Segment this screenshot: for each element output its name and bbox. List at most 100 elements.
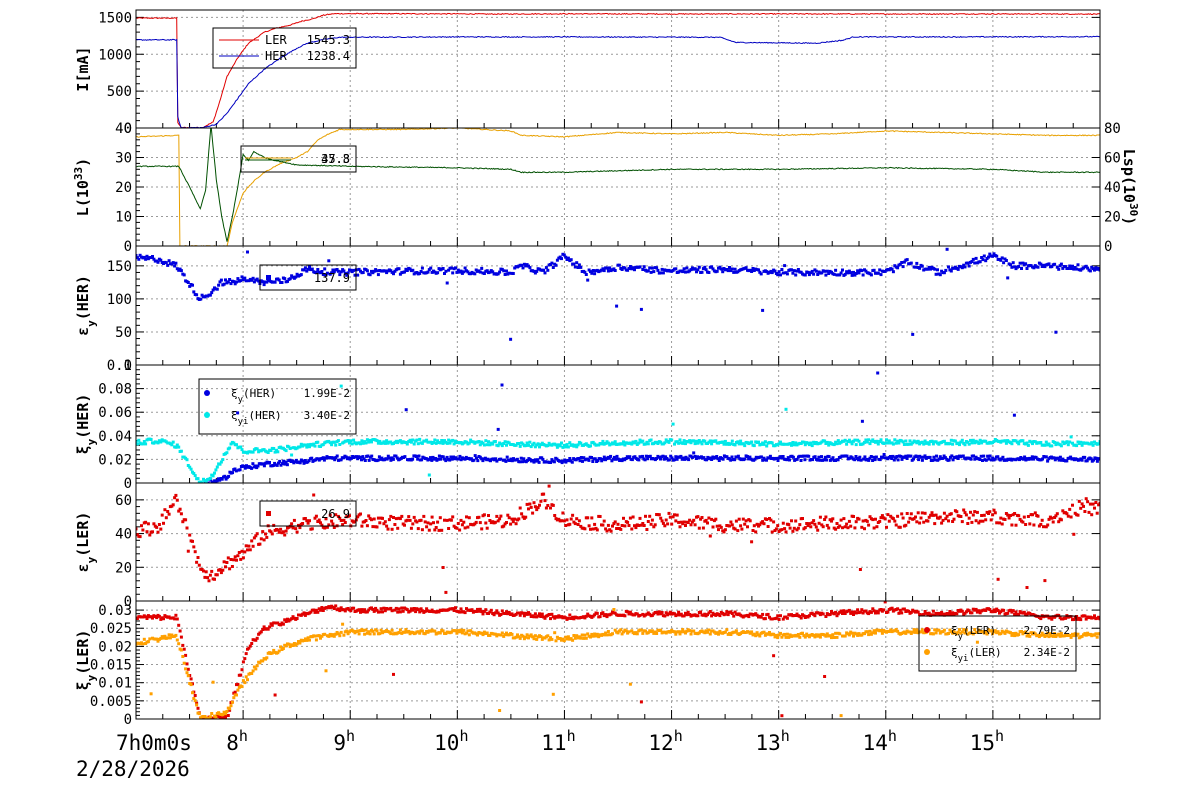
data-point — [750, 630, 754, 634]
data-point — [923, 454, 927, 458]
data-point — [648, 454, 652, 458]
data-point — [656, 612, 660, 616]
data-point — [166, 510, 170, 513]
data-point — [886, 441, 890, 445]
data-point — [858, 610, 862, 614]
data-point — [904, 454, 908, 458]
data-point — [137, 438, 141, 442]
data-point — [287, 642, 291, 646]
data-point — [268, 625, 272, 629]
y-tick-label: 30 — [115, 151, 132, 167]
data-point — [891, 270, 895, 274]
data-point — [179, 449, 183, 453]
data-point — [832, 636, 836, 639]
data-point — [905, 457, 909, 460]
data-point — [218, 568, 222, 572]
data-point — [889, 455, 892, 458]
data-point — [721, 270, 725, 274]
data-point — [728, 266, 731, 269]
data-point — [488, 270, 492, 274]
y-tick-label: 50 — [115, 325, 132, 341]
data-point — [137, 257, 141, 261]
data-point — [589, 635, 592, 639]
data-point — [719, 525, 723, 529]
data-point — [163, 634, 167, 638]
data-point — [331, 268, 335, 272]
data-point — [174, 613, 178, 617]
data-point — [578, 459, 582, 463]
data-point — [999, 258, 1003, 262]
data-point — [911, 630, 915, 634]
data-point — [659, 457, 662, 461]
legend-box — [918, 615, 1077, 672]
data-point — [991, 513, 995, 517]
data-point — [900, 512, 904, 516]
data-point — [576, 266, 580, 269]
data-point — [794, 273, 798, 277]
data-point — [641, 612, 645, 616]
data-point — [607, 456, 611, 460]
data-point — [918, 521, 922, 525]
data-point — [880, 631, 884, 635]
data-point — [926, 613, 930, 617]
data-point — [371, 629, 375, 633]
data-point — [495, 459, 499, 463]
data-point — [661, 271, 665, 275]
data-point — [650, 266, 654, 270]
data-point — [984, 609, 988, 612]
data-point — [416, 442, 420, 446]
legend-series-value: 3.40E-2 — [304, 409, 350, 422]
data-point — [1010, 442, 1014, 446]
data-point — [346, 632, 350, 636]
data-point — [186, 667, 190, 671]
data-point — [514, 522, 518, 526]
data-point — [208, 476, 212, 480]
data-point — [783, 442, 787, 446]
data-point — [628, 265, 632, 268]
data-point — [678, 438, 682, 442]
y-axis-label: ξy(HER) — [74, 394, 98, 455]
data-point — [1009, 608, 1012, 612]
data-point — [531, 511, 535, 515]
data-point — [790, 519, 793, 523]
series-line-her — [136, 35, 1100, 128]
data-point — [852, 270, 855, 274]
data-point — [561, 637, 565, 641]
data-point — [1044, 525, 1048, 529]
data-point — [980, 514, 984, 517]
data-point — [372, 609, 376, 613]
data-point — [867, 633, 871, 637]
data-point — [488, 519, 492, 522]
data-point — [898, 525, 902, 529]
data-point — [715, 524, 719, 528]
data-point — [915, 520, 919, 524]
data-point — [265, 656, 269, 660]
data-point — [664, 455, 668, 459]
data-point — [240, 685, 244, 689]
data-point — [1047, 517, 1051, 521]
data-point — [250, 539, 254, 543]
data-point — [510, 517, 514, 521]
data-point — [568, 613, 572, 617]
data-point — [360, 458, 363, 462]
data-point — [584, 636, 588, 640]
data-point — [498, 517, 502, 521]
data-point — [871, 459, 875, 462]
data-point — [718, 265, 722, 269]
data-point — [481, 633, 485, 637]
data-point — [869, 610, 873, 614]
data-point — [1057, 267, 1061, 271]
data-point — [499, 514, 503, 518]
data-point — [743, 522, 747, 526]
data-point — [776, 273, 780, 277]
data-point — [334, 443, 338, 447]
y-tick-label: 20 — [115, 180, 132, 196]
data-point — [759, 455, 763, 459]
legend-series-value: 1238.4 — [307, 49, 350, 63]
data-point — [518, 460, 522, 464]
data-point — [170, 443, 174, 447]
data-point — [507, 271, 511, 275]
data-point — [673, 442, 676, 446]
data-point — [785, 458, 789, 462]
